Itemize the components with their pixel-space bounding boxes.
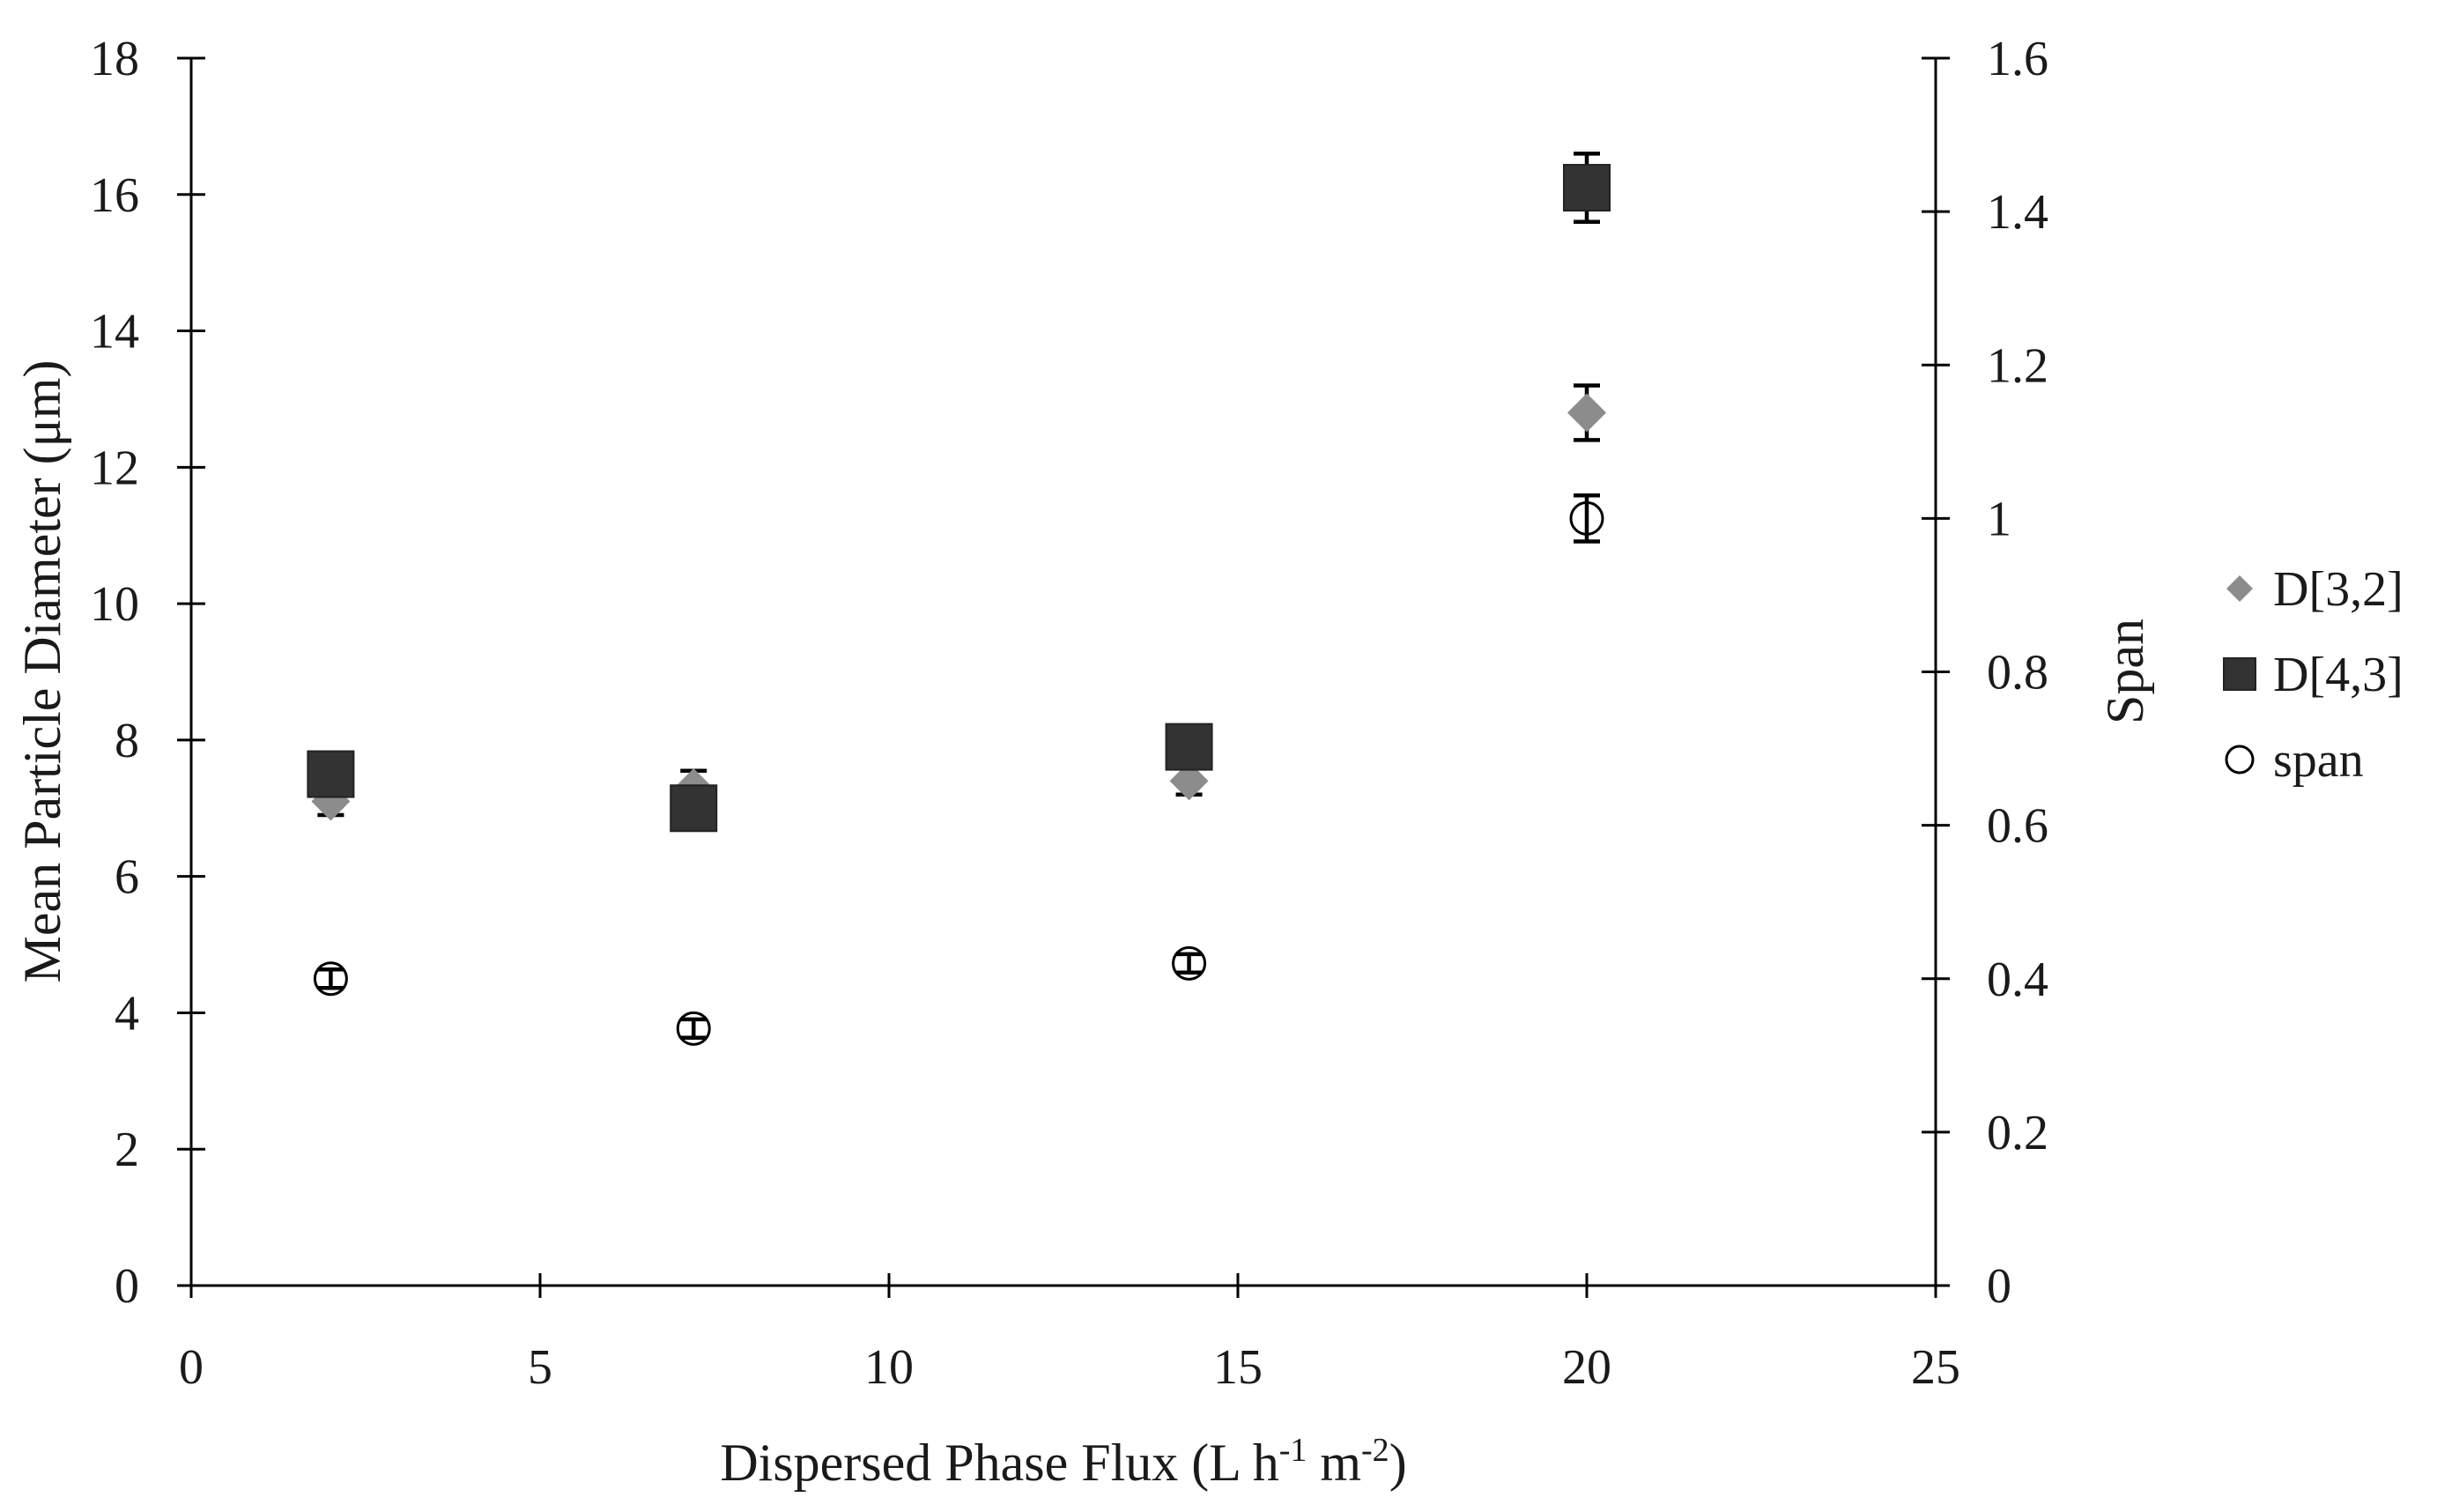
data-point-square — [670, 784, 718, 833]
x-tick-label: 15 — [1213, 1340, 1263, 1395]
legend-label: span — [2273, 733, 2364, 788]
left-y-tick-label: 2 — [115, 1123, 139, 1177]
data-point-square — [1563, 164, 1611, 212]
data-point-square — [1165, 723, 1213, 771]
data-point-square — [307, 750, 355, 798]
left-y-tick-label: 8 — [115, 714, 139, 768]
x-tick-label: 5 — [528, 1340, 552, 1395]
legend-marker-square — [2223, 657, 2256, 691]
right-y-tick-label: 0.6 — [1987, 799, 2048, 854]
x-tick-label: 20 — [1562, 1340, 1611, 1395]
legend-label: D[4,3] — [2273, 648, 2404, 702]
plot-area — [307, 152, 1611, 1046]
legend-marker-circle — [2225, 745, 2255, 775]
legend-marker-diamond — [2226, 575, 2253, 602]
left-y-tick-label: 6 — [115, 850, 139, 905]
right-y-tick-label: 0 — [1987, 1259, 2011, 1314]
x-ticks: 0 5 10 15 20 25 — [179, 1273, 1960, 1395]
left-y-tick-label: 4 — [115, 986, 139, 1041]
left-y-ticks: 0 2 4 6 8 10 12 14 16 18 — [90, 32, 205, 1314]
left-y-tick-label: 16 — [90, 168, 139, 223]
left-y-tick-label: 10 — [90, 577, 139, 632]
data-point-diamond — [1567, 393, 1606, 433]
left-y-tick-label: 18 — [90, 32, 139, 86]
right-y-ticks: 0 0.2 0.4 0.6 0.8 1 1.2 1.4 1.6 — [1922, 32, 2048, 1314]
x-tick-label: 25 — [1911, 1340, 1960, 1395]
legend: D[3,2] D[4,3] span — [2223, 562, 2404, 788]
data-point-diamond — [1169, 761, 1209, 801]
left-y-tick-label: 12 — [90, 441, 139, 495]
right-y-tick-label: 0.8 — [1987, 646, 2048, 700]
right-y-tick-label: 0.2 — [1987, 1106, 2048, 1160]
right-y-tick-label: 1.6 — [1987, 32, 2048, 86]
legend-label: D[3,2] — [2273, 562, 2404, 617]
right-y-tick-label: 1 — [1987, 492, 2011, 546]
right-y-tick-label: 1.4 — [1987, 185, 2048, 240]
series-D[4,3] — [307, 152, 1611, 833]
axes — [189, 58, 1937, 1287]
left-y-tick-label: 0 — [115, 1259, 139, 1314]
x-tick-label: 0 — [179, 1340, 204, 1395]
right-y-tick-label: 0.4 — [1987, 952, 2048, 1007]
series-span — [313, 493, 1604, 1046]
right-y-axis-title: Span — [2096, 619, 2154, 724]
series-D[3,2] — [311, 383, 1606, 821]
x-tick-label: 10 — [864, 1340, 914, 1395]
x-axis-title: Dispersed Phase Flux (L h-1 m-2) — [720, 1432, 1406, 1492]
left-y-tick-label: 14 — [90, 305, 139, 359]
right-y-tick-label: 1.2 — [1987, 338, 2048, 393]
left-y-axis-title: Mean Particle Diameter (μm) — [13, 360, 71, 983]
